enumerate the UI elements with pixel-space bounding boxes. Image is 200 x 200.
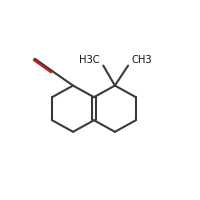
Text: H3C: H3C — [79, 55, 99, 65]
Text: CH3: CH3 — [132, 55, 153, 65]
